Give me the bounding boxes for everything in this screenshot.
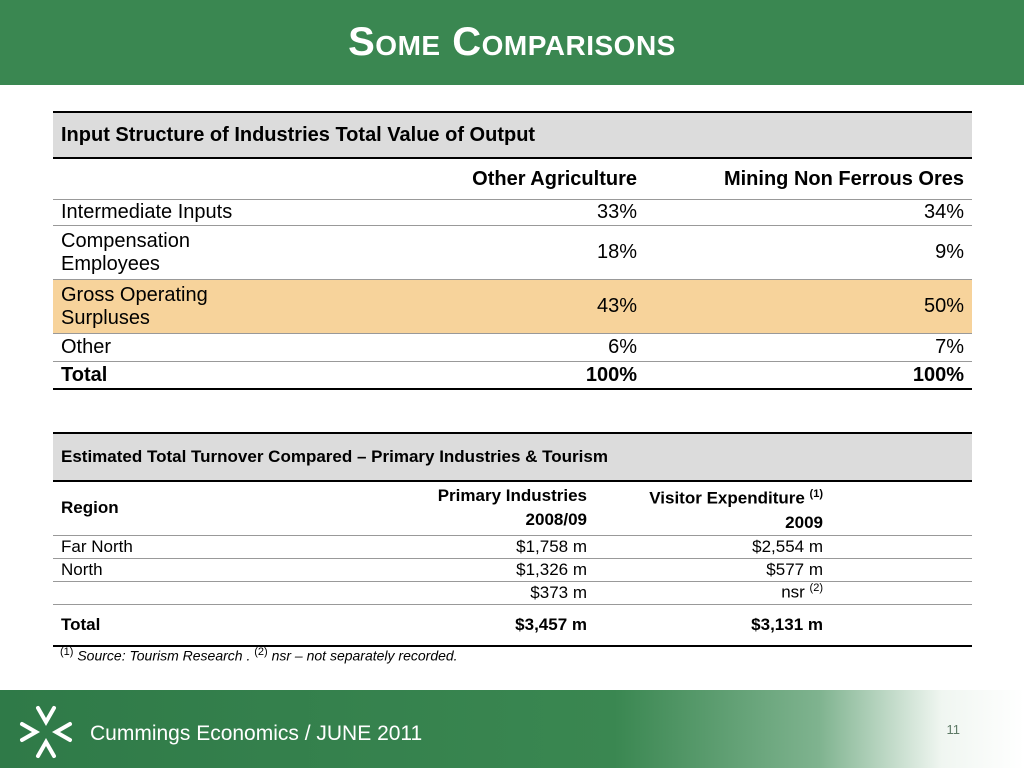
visitor-cell: nsr (2) xyxy=(595,580,831,605)
total-value: 100% xyxy=(645,361,972,390)
table-total-row: Total 100% 100% xyxy=(53,361,972,390)
cell-value: 43% xyxy=(369,279,645,334)
total-value: $3,131 m xyxy=(595,603,831,647)
total-label: Total xyxy=(53,603,319,647)
cell-value: 9% xyxy=(645,225,972,280)
total-value: $3,457 m xyxy=(319,603,595,647)
table1-col-header: Other Agriculture xyxy=(472,167,637,190)
region-cell: Far North xyxy=(53,534,319,559)
table-row: Compensation Employees 18% 9% xyxy=(53,225,972,280)
page-title: Some Comparisons xyxy=(348,20,676,64)
row-label: Intermediate Inputs xyxy=(53,199,369,226)
cell-value: 7% xyxy=(645,333,972,362)
region-cell xyxy=(53,580,319,605)
visitor-cell: $2,554 m xyxy=(595,534,831,559)
row-label: Other xyxy=(53,333,369,362)
footer-text: Cummings Economics / JUNE 2011 xyxy=(90,722,423,745)
table-row-highlighted: Gross Operating Surpluses 43% 50% xyxy=(53,279,972,334)
cell-value: 33% xyxy=(369,199,645,226)
title-bar xyxy=(0,0,1024,85)
primary-cell: $1,326 m xyxy=(319,557,595,582)
region-header: Region xyxy=(61,498,119,518)
visitor-cell: $577 m xyxy=(595,557,831,582)
row-label: Compensation Employees xyxy=(53,225,369,280)
row-label: Gross Operating Surpluses xyxy=(53,279,369,334)
visitor-header: Visitor Expenditure (1) 2009 xyxy=(649,488,823,532)
table1-caption: Input Structure of Industries Total Valu… xyxy=(53,111,972,159)
cell-value: 34% xyxy=(645,199,972,226)
table-row: Other 6% 7% xyxy=(53,333,972,362)
table-row: Intermediate Inputs 33% 34% xyxy=(53,199,972,226)
footer-bar: Cummings Economics / JUNE 2011 11 xyxy=(0,690,1024,768)
table-row: Far North $1,758 m $2,554 m xyxy=(53,534,972,559)
primary-header: Primary Industries 2008/09 xyxy=(437,486,587,530)
table1-col-header: Mining Non Ferrous Ores xyxy=(723,167,964,190)
table-row: North $1,326 m $577 m xyxy=(53,557,972,582)
table-total-row: Total $3,457 m $3,131 m xyxy=(53,603,972,647)
page-number: 11 xyxy=(946,722,961,737)
footnote: (1) Source: Tourism Research . (2) nsr –… xyxy=(60,646,458,664)
company-logo-icon xyxy=(20,706,72,758)
total-label: Total xyxy=(53,361,369,390)
primary-cell: $373 m xyxy=(319,580,595,605)
region-cell: North xyxy=(53,557,319,582)
primary-cell: $1,758 m xyxy=(319,534,595,559)
cell-value: 50% xyxy=(645,279,972,334)
table2-caption: Estimated Total Turnover Compared – Prim… xyxy=(53,432,972,482)
input-structure-table: Input Structure of Industries Total Valu… xyxy=(53,111,972,390)
turnover-table: Estimated Total Turnover Compared – Prim… xyxy=(53,432,972,647)
cell-value: 6% xyxy=(369,333,645,362)
cell-value: 18% xyxy=(369,225,645,280)
table-row: $373 m nsr (2) xyxy=(53,580,972,605)
total-value: 100% xyxy=(369,361,645,390)
